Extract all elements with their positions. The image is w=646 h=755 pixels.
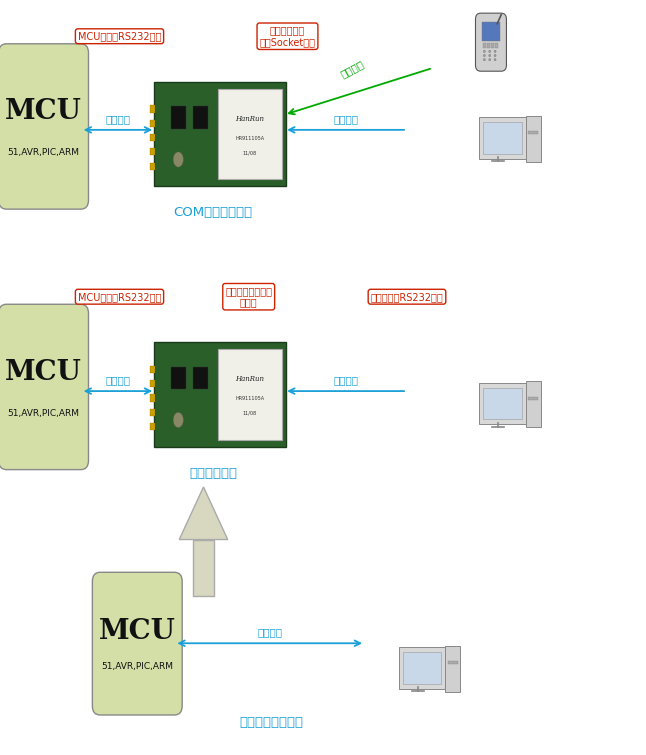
FancyBboxPatch shape	[0, 44, 89, 209]
Circle shape	[488, 50, 491, 53]
FancyBboxPatch shape	[218, 350, 282, 439]
FancyBboxPatch shape	[526, 116, 541, 162]
Bar	[171, 367, 186, 390]
Text: COM口到网络模式: COM口到网络模式	[174, 206, 253, 219]
Polygon shape	[180, 487, 227, 540]
FancyBboxPatch shape	[483, 122, 522, 153]
Bar	[528, 397, 538, 400]
Text: 原有串口通讯系统: 原有串口通讯系统	[239, 716, 304, 729]
Text: HanRun: HanRun	[236, 115, 264, 122]
Bar	[491, 43, 494, 48]
Bar	[448, 661, 457, 664]
Text: MCU端通用RS232操作: MCU端通用RS232操作	[78, 291, 162, 302]
Text: HR911105A: HR911105A	[235, 396, 265, 401]
FancyBboxPatch shape	[399, 647, 445, 689]
Bar	[150, 394, 155, 402]
Circle shape	[488, 54, 491, 57]
Text: 11/08: 11/08	[243, 411, 257, 416]
FancyBboxPatch shape	[154, 342, 286, 447]
Bar	[483, 43, 486, 48]
Bar	[171, 106, 186, 129]
Text: 串口连接: 串口连接	[106, 375, 130, 385]
FancyBboxPatch shape	[92, 572, 182, 715]
Text: 计算机运行虚拟串
口软件: 计算机运行虚拟串 口软件	[225, 286, 272, 307]
Bar	[150, 423, 155, 430]
Circle shape	[494, 54, 496, 57]
Bar	[150, 120, 155, 127]
Text: 网络端设备上
运行Socket软件: 网络端设备上 运行Socket软件	[260, 26, 315, 47]
Text: 串口连接: 串口连接	[258, 627, 282, 637]
Bar	[528, 131, 538, 134]
Circle shape	[483, 58, 485, 61]
Circle shape	[483, 54, 485, 57]
Bar	[150, 106, 155, 112]
Text: 51,AVR,PIC,ARM: 51,AVR,PIC,ARM	[8, 149, 79, 158]
FancyBboxPatch shape	[218, 89, 282, 179]
Text: MCU: MCU	[5, 359, 82, 386]
Circle shape	[483, 50, 485, 53]
Text: MCU: MCU	[5, 98, 82, 125]
FancyBboxPatch shape	[154, 82, 286, 186]
Bar	[150, 134, 155, 141]
Text: 串口连接: 串口连接	[106, 114, 130, 124]
FancyBboxPatch shape	[475, 13, 506, 71]
Bar	[150, 408, 155, 416]
Bar	[150, 381, 155, 387]
Circle shape	[494, 58, 496, 61]
Text: 网络连接: 网络连接	[333, 114, 358, 124]
Text: HR911105A: HR911105A	[235, 136, 265, 140]
Text: HanRun: HanRun	[236, 375, 264, 383]
Circle shape	[494, 50, 496, 53]
Text: 计算端通用RS232操作: 计算端通用RS232操作	[371, 291, 443, 302]
Ellipse shape	[173, 412, 183, 427]
Bar	[150, 148, 155, 156]
Text: 网络连接: 网络连接	[339, 59, 366, 79]
Text: 虚拟串口模式: 虚拟串口模式	[189, 467, 237, 479]
Circle shape	[488, 58, 491, 61]
Ellipse shape	[173, 152, 183, 167]
Bar	[193, 540, 214, 596]
Text: MCU: MCU	[99, 618, 176, 645]
Text: 51,AVR,PIC,ARM: 51,AVR,PIC,ARM	[101, 661, 173, 670]
FancyBboxPatch shape	[483, 22, 499, 41]
Bar	[150, 162, 155, 170]
FancyBboxPatch shape	[479, 383, 526, 424]
FancyBboxPatch shape	[479, 117, 526, 159]
Bar	[193, 106, 208, 129]
FancyBboxPatch shape	[402, 652, 441, 683]
Bar	[495, 43, 498, 48]
Text: 51,AVR,PIC,ARM: 51,AVR,PIC,ARM	[8, 409, 79, 418]
FancyBboxPatch shape	[483, 388, 522, 419]
Text: MCU端通用RS232操作: MCU端通用RS232操作	[78, 31, 162, 42]
Text: 11/08: 11/08	[243, 150, 257, 156]
Text: 网络连接: 网络连接	[333, 375, 358, 385]
Bar	[193, 367, 208, 390]
Bar	[487, 43, 490, 48]
FancyBboxPatch shape	[0, 304, 89, 470]
FancyBboxPatch shape	[526, 381, 541, 427]
FancyBboxPatch shape	[445, 646, 460, 692]
Bar	[150, 366, 155, 373]
